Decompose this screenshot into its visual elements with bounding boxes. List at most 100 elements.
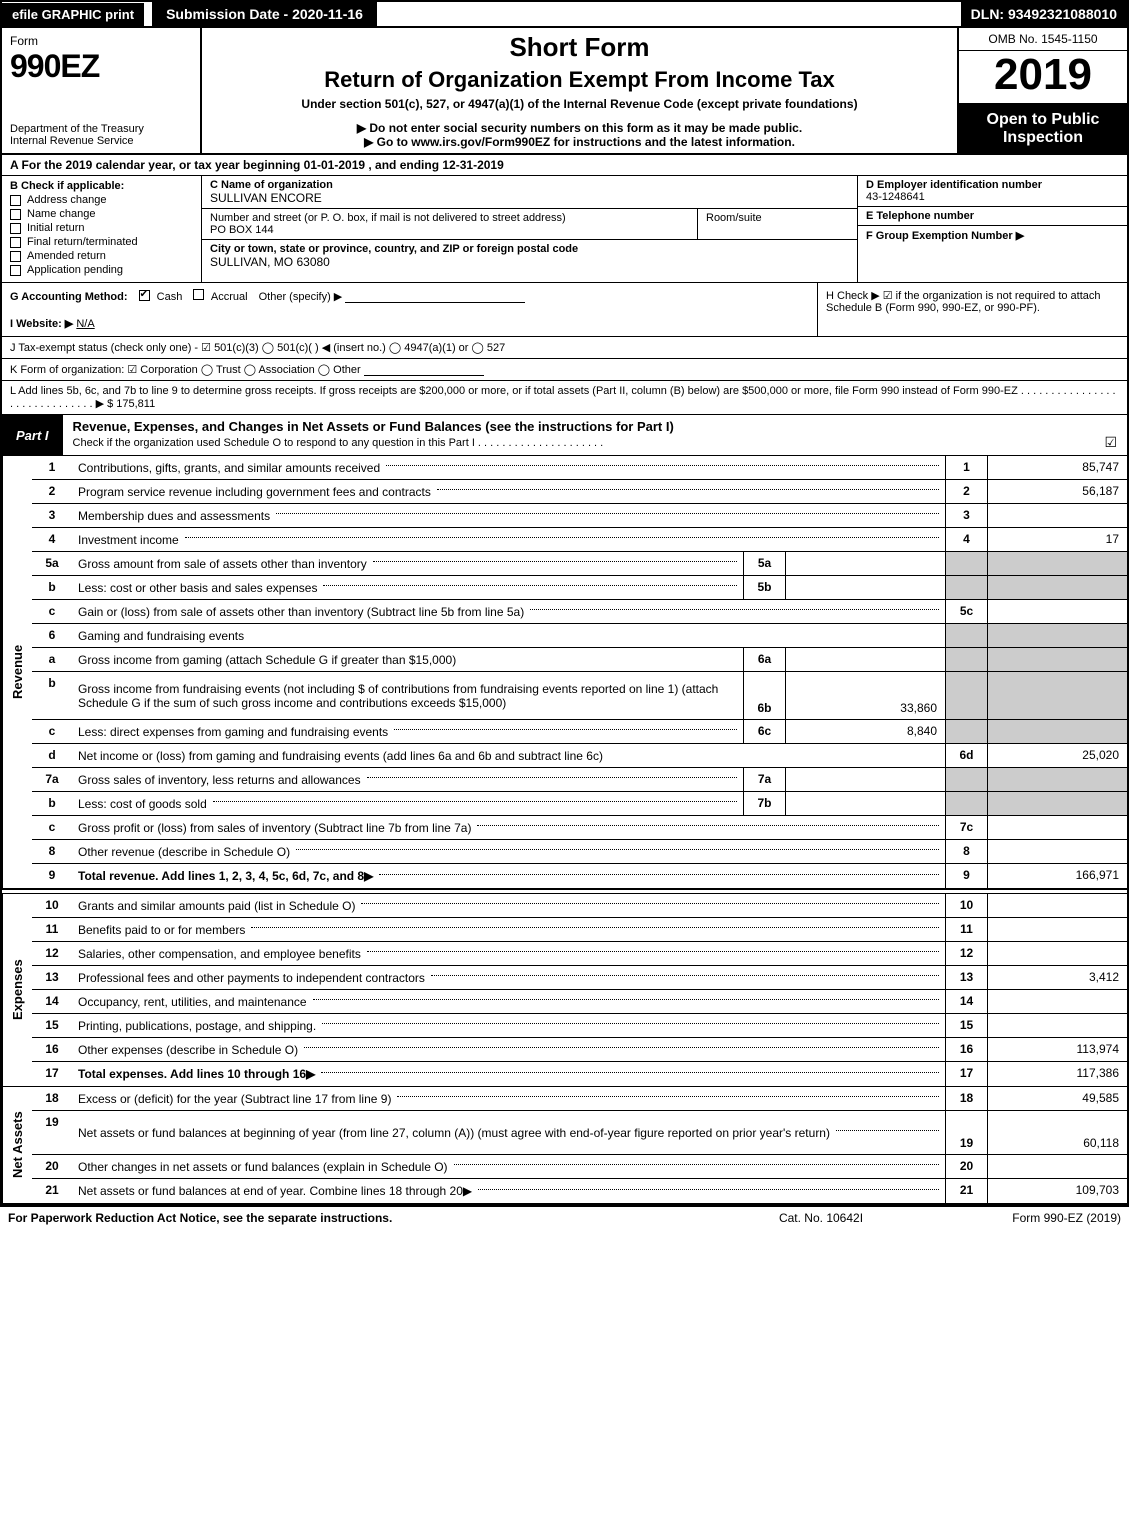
ln19-num: 19 — [32, 1111, 72, 1154]
chk-address-change[interactable] — [10, 195, 21, 206]
lbl-address-change: Address change — [27, 194, 107, 206]
header-left: Form 990EZ Department of the Treasury In… — [2, 28, 202, 153]
short-form-title: Short Form — [212, 32, 947, 63]
lbl-amended-return: Amended return — [27, 250, 106, 262]
ln9-rtnum: 9 — [945, 864, 987, 888]
ln7a-val — [987, 768, 1127, 791]
lbl-other: Other (specify) ▶ — [259, 291, 343, 303]
box-c: C Name of organization SULLIVAN ENCORE N… — [202, 176, 857, 282]
ln16-rtnum: 16 — [945, 1038, 987, 1061]
ln13-val: 3,412 — [987, 966, 1127, 989]
group-exemption-label: F Group Exemption Number ▶ — [866, 229, 1119, 242]
ln8-val — [987, 840, 1127, 863]
chk-amended-return[interactable] — [10, 251, 21, 262]
ln5a-midval — [785, 552, 945, 575]
street-value: PO BOX 144 — [210, 224, 689, 236]
ln7b-val — [987, 792, 1127, 815]
line-j-text: J Tax-exempt status (check only one) - ☑… — [10, 342, 505, 354]
ln1-num: 1 — [32, 456, 72, 479]
efile-print-button[interactable]: efile GRAPHIC print — [2, 3, 144, 26]
ln6b-midval: 33,860 — [785, 672, 945, 719]
entity-info: B Check if applicable: Address change Na… — [2, 176, 1127, 283]
tax-year: 2019 — [959, 51, 1127, 104]
chk-cash[interactable] — [139, 290, 150, 301]
ln6c-midval: 8,840 — [785, 720, 945, 743]
ln6c-rtnum — [945, 720, 987, 743]
ln9-desc: Total revenue. Add lines 1, 2, 3, 4, 5c,… — [72, 864, 945, 888]
ln18-val: 49,585 — [987, 1087, 1127, 1110]
ln14-val — [987, 990, 1127, 1013]
ln3-num: 3 — [32, 504, 72, 527]
ln6a-midval — [785, 648, 945, 671]
lbl-initial-return: Initial return — [27, 222, 84, 234]
expenses-section: Expenses 10Grants and similar amounts pa… — [2, 894, 1127, 1086]
part1-title: Revenue, Expenses, and Changes in Net As… — [73, 419, 1117, 434]
ln7b-rtnum — [945, 792, 987, 815]
open-public-badge: Open to Public Inspection — [959, 104, 1127, 153]
ln18-rtnum: 18 — [945, 1087, 987, 1110]
ln6a-rtnum — [945, 648, 987, 671]
lbl-name-change: Name change — [27, 208, 96, 220]
ln15-desc: Printing, publications, postage, and shi… — [72, 1014, 945, 1037]
submission-date-badge: Submission Date - 2020-11-16 — [152, 2, 377, 26]
ln19-val: 60,118 — [987, 1111, 1127, 1154]
ln9-num: 9 — [32, 864, 72, 888]
ln6a-num: a — [32, 648, 72, 671]
city-value: SULLIVAN, MO 63080 — [210, 255, 849, 269]
dept-irs: Internal Revenue Service — [10, 135, 192, 147]
chk-final-return[interactable] — [10, 237, 21, 248]
netassets-section: Net Assets 18Excess or (deficit) for the… — [2, 1086, 1127, 1203]
lbl-final-return: Final return/terminated — [27, 236, 138, 248]
ln15-num: 15 — [32, 1014, 72, 1037]
ln6a-val — [987, 648, 1127, 671]
revenue-side-label: Revenue — [2, 456, 32, 888]
ln7c-desc: Gross profit or (loss) from sales of inv… — [72, 816, 945, 839]
ln3-rtnum: 3 — [945, 504, 987, 527]
box-b: B Check if applicable: Address change Na… — [2, 176, 202, 282]
ln6b-num: b — [32, 672, 72, 719]
ln14-num: 14 — [32, 990, 72, 1013]
dept-treasury: Department of the Treasury — [10, 123, 192, 135]
ln6d-rtnum: 6d — [945, 744, 987, 767]
ln5a-rtnum — [945, 552, 987, 575]
ln12-num: 12 — [32, 942, 72, 965]
footer-formref: Form 990-EZ (2019) — [921, 1211, 1121, 1225]
ln5b-rtnum — [945, 576, 987, 599]
ln17-val: 117,386 — [987, 1062, 1127, 1086]
chk-accrual[interactable] — [193, 289, 204, 300]
ln11-val — [987, 918, 1127, 941]
return-title: Return of Organization Exempt From Incom… — [212, 67, 947, 93]
ln6a-desc: Gross income from gaming (attach Schedul… — [72, 648, 743, 671]
ln7b-midval — [785, 792, 945, 815]
ln5b-val — [987, 576, 1127, 599]
ln17-num: 17 — [32, 1062, 72, 1086]
street-label: Number and street (or P. O. box, if mail… — [210, 212, 689, 224]
chk-initial-return[interactable] — [10, 223, 21, 234]
ln9-val: 166,971 — [987, 864, 1127, 888]
chk-application-pending[interactable] — [10, 265, 21, 276]
ln20-desc: Other changes in net assets or fund bala… — [72, 1155, 945, 1178]
ln16-val: 113,974 — [987, 1038, 1127, 1061]
ln6d-desc: Net income or (loss) from gaming and fun… — [72, 744, 945, 767]
ln6c-desc: Less: direct expenses from gaming and fu… — [72, 720, 743, 743]
goto-link[interactable]: ▶ Go to www.irs.gov/Form990EZ for instru… — [212, 135, 947, 149]
city-label: City or town, state or province, country… — [210, 243, 849, 255]
ln10-val — [987, 894, 1127, 917]
part1-subtitle: Check if the organization used Schedule … — [73, 437, 604, 449]
other-specify-input[interactable] — [345, 291, 525, 303]
ln10-num: 10 — [32, 894, 72, 917]
org-name-label: C Name of organization — [210, 179, 849, 191]
ln7a-midval — [785, 768, 945, 791]
footer-left: For Paperwork Reduction Act Notice, see … — [8, 1211, 721, 1225]
ln7a-rtnum — [945, 768, 987, 791]
ln8-num: 8 — [32, 840, 72, 863]
ln1-rtnum: 1 — [945, 456, 987, 479]
ln5c-val — [987, 600, 1127, 623]
line-i-label: I Website: ▶ — [10, 318, 73, 330]
chk-name-change[interactable] — [10, 209, 21, 220]
ln21-num: 21 — [32, 1179, 72, 1203]
phone-label: E Telephone number — [866, 210, 1119, 222]
line-k-other-input[interactable] — [364, 364, 484, 376]
ln5a-num: 5a — [32, 552, 72, 575]
ln7a-num: 7a — [32, 768, 72, 791]
